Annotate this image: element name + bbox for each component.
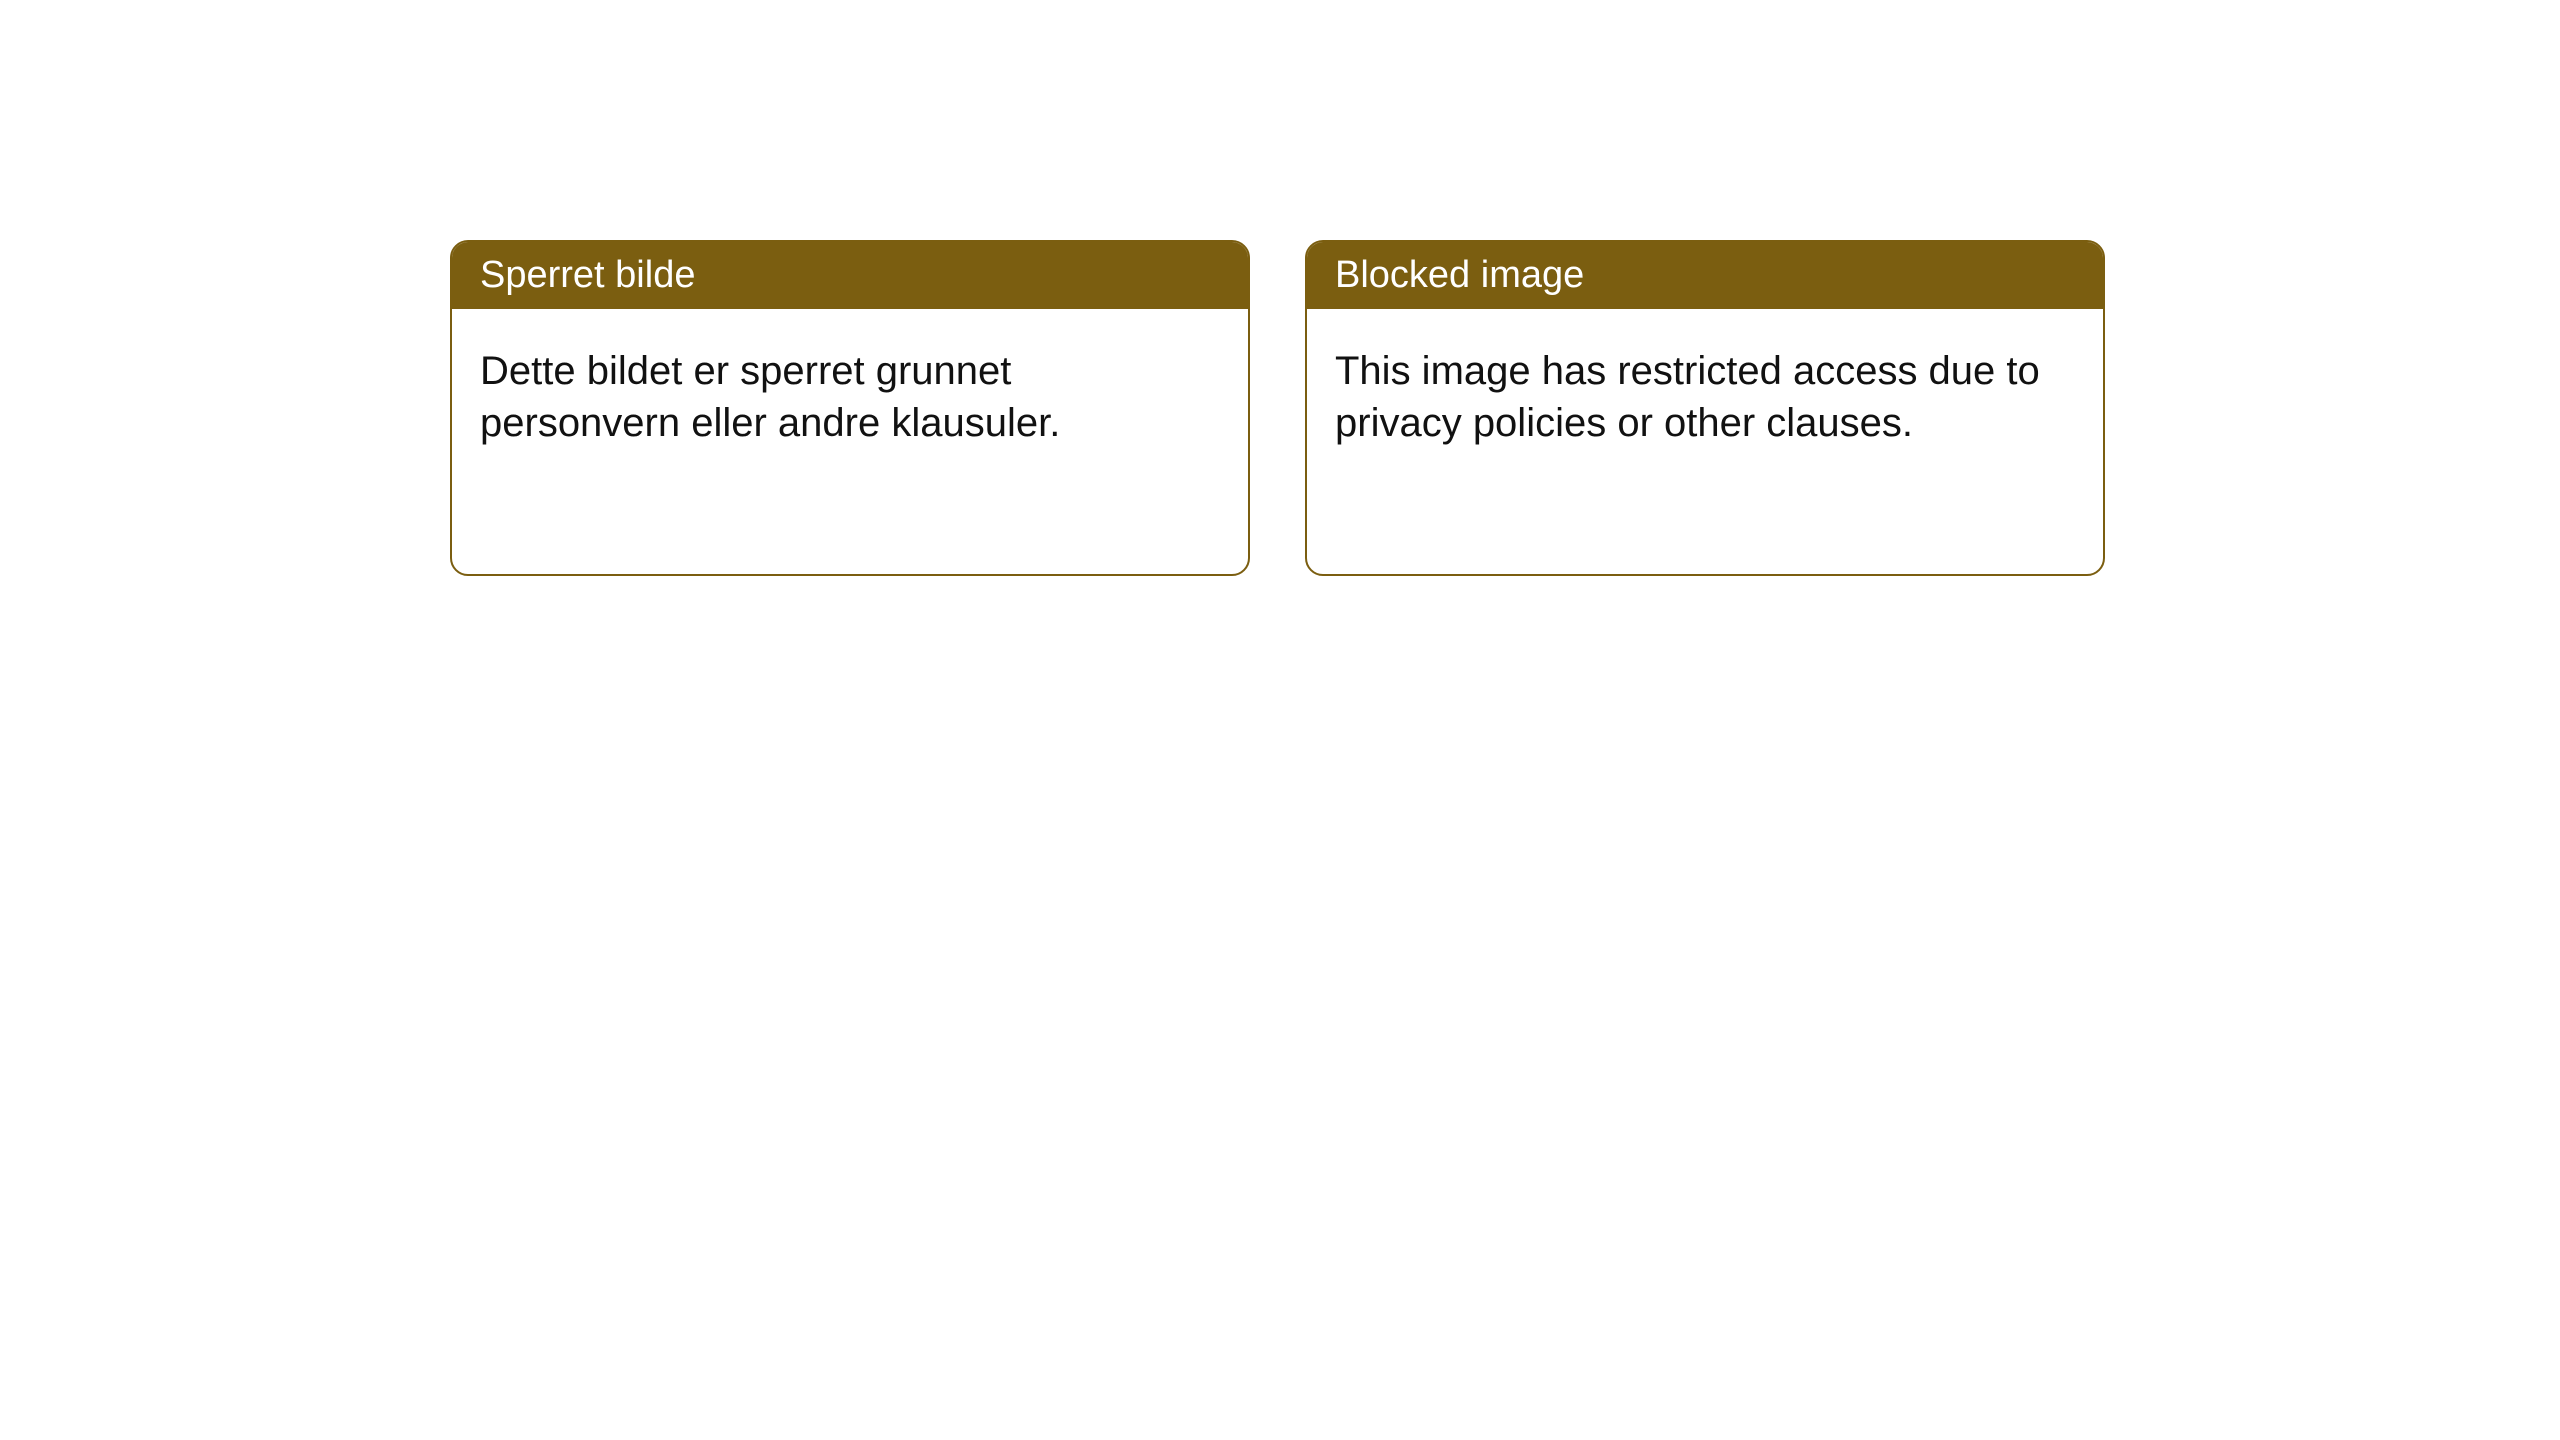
card-body-no: Dette bildet er sperret grunnet personve… [452, 309, 1248, 574]
notice-container: Sperret bilde Dette bildet er sperret gr… [450, 240, 2105, 576]
blocked-image-card-en: Blocked image This image has restricted … [1305, 240, 2105, 576]
card-body-en: This image has restricted access due to … [1307, 309, 2103, 574]
blocked-image-card-no: Sperret bilde Dette bildet er sperret gr… [450, 240, 1250, 576]
card-header-no: Sperret bilde [452, 242, 1248, 309]
card-header-en: Blocked image [1307, 242, 2103, 309]
